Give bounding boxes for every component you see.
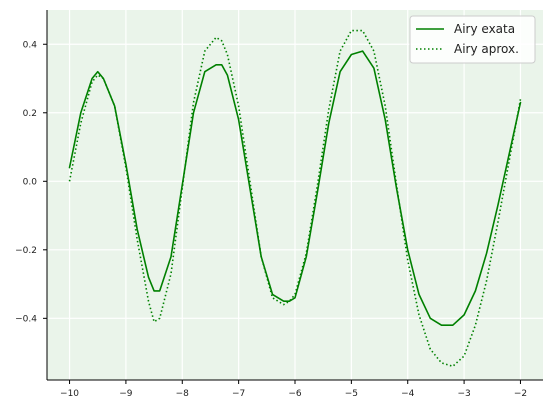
y-ticks: −0.4 −0.2 0.0 0.2 0.4 <box>15 40 47 324</box>
y-tick-label: −0.4 <box>15 314 37 324</box>
series-line-airy-aprox <box>68 29 522 368</box>
x-tick-label: −9 <box>119 389 133 399</box>
series-line-airy-exata <box>68 50 522 327</box>
x-ticks: −10 −9 −8 −7 −6 −5 −4 −3 −2 <box>60 380 527 399</box>
series-layer <box>68 29 522 368</box>
y-tick-label: 0.2 <box>23 109 37 119</box>
y-tick-label: 0.0 <box>23 177 38 187</box>
x-tick-label: −4 <box>401 389 415 399</box>
y-tick-label: 0.4 <box>23 40 38 50</box>
x-tick-label: −7 <box>232 389 245 399</box>
x-tick-label: −2 <box>514 389 527 399</box>
legend-label: Airy exata <box>454 22 515 36</box>
y-tick-label: −0.2 <box>15 246 37 256</box>
x-tick-label: −5 <box>345 389 358 399</box>
x-tick-label: −6 <box>288 389 302 399</box>
x-tick-label: −8 <box>176 389 190 399</box>
x-tick-label: −3 <box>457 389 470 399</box>
legend-label: Airy aprox. <box>454 42 519 56</box>
legend: Airy exata Airy aprox. <box>409 15 536 64</box>
legend-box <box>409 15 536 64</box>
x-tick-label: −10 <box>60 389 79 399</box>
